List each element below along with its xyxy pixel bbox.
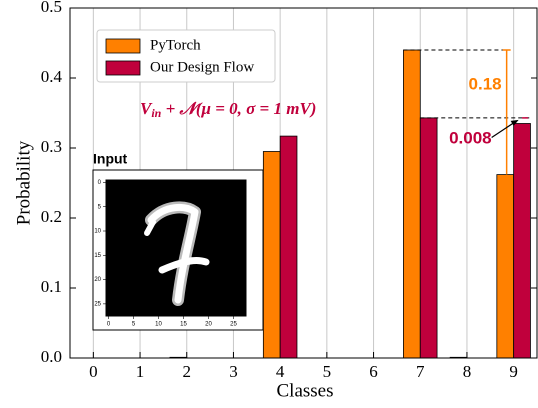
bar xyxy=(514,124,531,359)
x-tick-label: 6 xyxy=(369,362,378,381)
x-tick-label: 9 xyxy=(509,362,518,381)
x-tick-label: 2 xyxy=(183,362,192,381)
y-tick-label: 0.5 xyxy=(41,0,62,16)
formula: Vin + 𝒩(μ = 0, σ = 1 mV) xyxy=(140,99,316,120)
bar xyxy=(420,118,437,358)
x-tick-label: 3 xyxy=(229,362,238,381)
bar xyxy=(497,175,514,358)
y-tick-label: 0.1 xyxy=(41,277,62,296)
legend-label: Our Design Flow xyxy=(150,59,254,75)
x-tick-label: 5 xyxy=(323,362,332,381)
x-tick-label: 1 xyxy=(136,362,145,381)
bar xyxy=(403,50,420,358)
x-axis-label: Classes xyxy=(277,380,334,401)
bar xyxy=(263,152,280,359)
inset-x-tick-label: 15 xyxy=(180,322,187,328)
inset-y-tick-label: 10 xyxy=(94,229,101,235)
inset-y-tick-label: 15 xyxy=(94,253,101,259)
y-tick-label: 0.4 xyxy=(41,67,63,86)
legend: PyTorch Our Design Flow xyxy=(97,30,275,82)
x-tick-label: 0 xyxy=(89,362,98,381)
x-tick-label: 4 xyxy=(276,362,285,381)
y-axis-label: Probability xyxy=(13,140,34,225)
formula-rest: + 𝒩(μ = 0, σ = 1 mV) xyxy=(161,99,316,118)
formula-sub: in xyxy=(151,106,161,120)
inset-y-tick-label: 20 xyxy=(94,277,101,283)
y-tick-label: 0.2 xyxy=(41,207,62,226)
legend-swatch xyxy=(106,39,140,53)
legend-swatch xyxy=(106,61,140,75)
inset-x-tick-label: 20 xyxy=(205,322,212,328)
inset-label: Input xyxy=(93,151,128,167)
bar xyxy=(280,136,297,358)
inset-x-tick-label: 25 xyxy=(230,322,237,328)
x-tick-label: 7 xyxy=(416,362,425,381)
x-tick-label: 8 xyxy=(463,362,472,381)
y-tick-label: 0.0 xyxy=(41,347,62,366)
legend-label: PyTorch xyxy=(150,37,201,53)
y-tick-label: 0.3 xyxy=(41,137,62,156)
gap-label: 0.18 xyxy=(469,74,502,93)
inset-x-tick-label: 10 xyxy=(155,322,162,328)
inset-y-tick-label: 25 xyxy=(94,301,101,307)
chart: 0.0 0.1 0.2 0.3 0.4 0.5 0 1 2 3 4 5 6 7 8 9 Classes Pro… xyxy=(0,0,538,408)
gap-label: 0.008 xyxy=(449,128,492,147)
